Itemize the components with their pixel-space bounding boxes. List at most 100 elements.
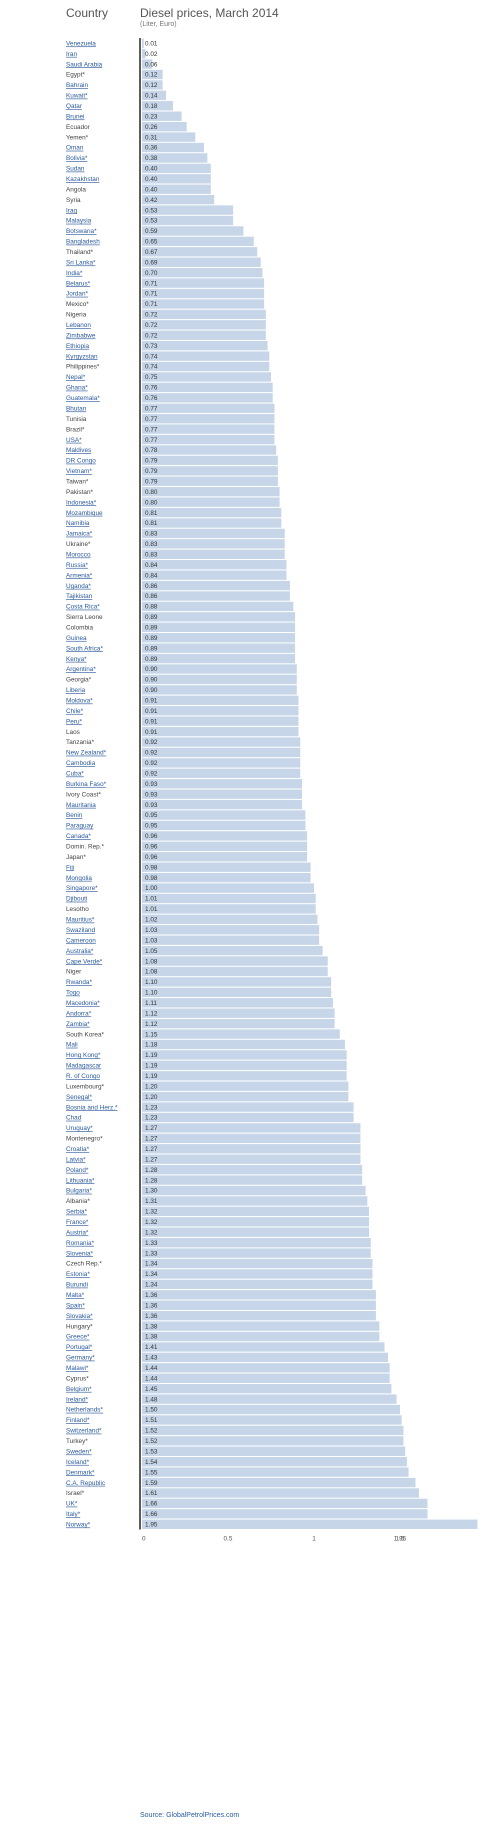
country-label[interactable]: Kenya* <box>66 656 87 663</box>
country-label[interactable]: Lithuania* <box>66 1177 95 1184</box>
country-label[interactable]: Malaysia <box>66 218 92 225</box>
country-label[interactable]: Mauritania <box>66 802 96 809</box>
country-label[interactable]: Benin <box>66 812 83 819</box>
country-label[interactable]: Latvia* <box>66 1156 86 1163</box>
country-label[interactable]: Bosnia and Herz.* <box>66 1104 118 1111</box>
country-label[interactable]: Macedonia* <box>66 1000 100 1007</box>
country-label[interactable]: Russia* <box>66 562 89 569</box>
country-label[interactable]: India* <box>66 270 83 277</box>
country-label[interactable]: Zambia* <box>66 1021 90 1028</box>
country-label[interactable]: Venezuela <box>66 40 96 47</box>
country-label[interactable]: Swaziland <box>66 927 96 934</box>
country-label[interactable]: Senegal* <box>66 1094 92 1101</box>
country-label[interactable]: Sudan <box>66 166 85 173</box>
country-label[interactable]: Poland* <box>66 1167 89 1174</box>
country-label[interactable]: Norway* <box>66 1521 91 1528</box>
country-label[interactable]: Guatemala* <box>66 395 100 402</box>
country-label[interactable]: Belarus* <box>66 280 91 287</box>
country-label[interactable]: Nepal* <box>66 374 86 381</box>
country-label[interactable]: Cameroon <box>66 937 96 944</box>
country-label[interactable]: Tajikistan <box>66 593 93 600</box>
country-label[interactable]: R. of Congo <box>66 1073 101 1080</box>
country-label[interactable]: Belgium* <box>66 1386 92 1393</box>
country-label[interactable]: Jamaica* <box>66 531 93 538</box>
country-label[interactable]: Armenia* <box>66 572 93 579</box>
country-label[interactable]: Canada* <box>66 833 91 840</box>
country-label[interactable]: Madagascar <box>66 1063 102 1070</box>
country-label[interactable]: Maldives <box>66 447 91 454</box>
country-label[interactable]: Bangladesh <box>66 239 100 246</box>
country-label[interactable]: Malta* <box>66 1292 85 1299</box>
country-label[interactable]: Greece* <box>66 1334 90 1341</box>
country-label[interactable]: Romania* <box>66 1240 95 1247</box>
country-label[interactable]: Sri Lanka* <box>66 259 96 266</box>
country-label[interactable]: Malawi* <box>66 1365 89 1372</box>
country-label[interactable]: Estonia* <box>66 1271 90 1278</box>
country-label[interactable]: Spain* <box>66 1302 85 1309</box>
country-label[interactable]: Rwanda* <box>66 979 92 986</box>
country-label[interactable]: Morocco <box>66 551 91 558</box>
country-label[interactable]: Mali <box>66 1042 78 1049</box>
country-label[interactable]: Bhutan <box>66 405 87 412</box>
source-link[interactable]: Source: GlobalPetrolPrices.com <box>140 1812 240 1819</box>
country-label[interactable]: Netherlands* <box>66 1407 103 1414</box>
country-label[interactable]: Uganda* <box>66 583 91 590</box>
country-label[interactable]: Kuwait* <box>66 93 88 100</box>
country-label[interactable]: Slovenia* <box>66 1250 94 1257</box>
country-label[interactable]: Djibouti <box>66 896 87 903</box>
country-label[interactable]: Mozambique <box>66 510 103 517</box>
country-label[interactable]: Vietnam* <box>66 468 92 475</box>
country-label[interactable]: Germany* <box>66 1355 95 1362</box>
country-label[interactable]: Burkina Faso* <box>66 781 107 788</box>
country-label[interactable]: Argentina* <box>66 666 96 673</box>
country-label[interactable]: Ethiopia <box>66 343 90 350</box>
country-label[interactable]: Cape Verde* <box>66 958 103 965</box>
country-label[interactable]: France* <box>66 1219 89 1226</box>
country-label[interactable]: Uruguay* <box>66 1125 93 1132</box>
country-label[interactable]: Sweden* <box>66 1448 92 1455</box>
country-label[interactable]: USA* <box>66 437 82 444</box>
country-label[interactable]: South Africa* <box>66 645 103 652</box>
country-label[interactable]: Cuba* <box>66 771 84 778</box>
country-label[interactable]: Ghana* <box>66 385 88 392</box>
country-label[interactable]: DR Congo <box>66 458 96 465</box>
country-label[interactable]: New Zealand* <box>66 750 107 757</box>
country-label[interactable]: Iran <box>66 51 77 58</box>
country-label[interactable]: Australia* <box>66 948 94 955</box>
country-label[interactable]: Bulgaria* <box>66 1188 92 1195</box>
country-label[interactable]: Singapore* <box>66 885 98 892</box>
country-label[interactable]: Ireland* <box>66 1396 89 1403</box>
country-label[interactable]: Croatia* <box>66 1146 90 1153</box>
country-label[interactable]: Denmark* <box>66 1469 95 1476</box>
country-label[interactable]: Paraguay <box>66 823 94 830</box>
country-label[interactable]: Iraq <box>66 207 77 214</box>
country-label[interactable]: Chad <box>66 1115 82 1122</box>
country-label[interactable]: Mongolia <box>66 875 92 882</box>
country-label[interactable]: Hong Kong* <box>66 1052 101 1059</box>
country-label[interactable]: Namibia <box>66 520 90 527</box>
country-label[interactable]: Saudi Arabia <box>66 61 103 68</box>
country-label[interactable]: Zimbabwe <box>66 332 96 339</box>
country-label[interactable]: Mauritius* <box>66 917 95 924</box>
country-label[interactable]: Switzerland* <box>66 1428 102 1435</box>
country-label[interactable]: Chile* <box>66 708 84 715</box>
country-label[interactable]: Italy* <box>66 1511 81 1518</box>
country-label[interactable]: Togo <box>66 990 80 997</box>
country-label[interactable]: Oman <box>66 145 84 152</box>
country-label[interactable]: Burundi <box>66 1282 88 1289</box>
country-label[interactable]: Kyrgyzstan <box>66 353 98 360</box>
country-label[interactable]: Brunei <box>66 113 84 120</box>
country-label[interactable]: Liberia <box>66 687 86 694</box>
country-label[interactable]: Botswana* <box>66 228 97 235</box>
country-label[interactable]: C.A. Republic <box>66 1480 106 1487</box>
country-label[interactable]: Serbia* <box>66 1209 87 1216</box>
country-label[interactable]: Indonesia* <box>66 499 97 506</box>
country-label[interactable]: Slovakia* <box>66 1313 93 1320</box>
country-label[interactable]: Portugal* <box>66 1344 93 1351</box>
country-label[interactable]: Cambodia <box>66 760 96 767</box>
country-label[interactable]: Costa Rica* <box>66 604 100 611</box>
country-label[interactable]: Fiji <box>66 864 74 871</box>
country-label[interactable]: Andorra* <box>66 1010 92 1017</box>
country-label[interactable]: Peru* <box>66 718 82 725</box>
country-label[interactable]: Moldova* <box>66 698 93 705</box>
